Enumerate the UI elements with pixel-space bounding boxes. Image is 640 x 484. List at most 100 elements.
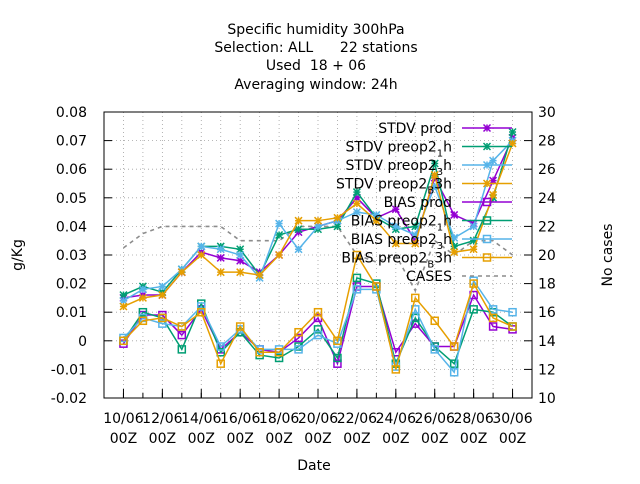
series-line [122,285,513,367]
data-point [488,322,498,331]
data-point [333,336,342,346]
legend-label: BIAS preop21h [351,214,452,234]
data-point [177,345,187,354]
legend-marker [482,253,492,262]
data-point [216,268,225,277]
data-point [508,307,517,317]
data-point [411,239,420,248]
data-point [177,268,186,277]
data-point [489,190,498,199]
data-point [450,210,459,219]
data-point [294,245,303,254]
data-point [294,225,303,234]
data-point [372,216,381,225]
data-point [158,319,167,328]
legend-label: STDV prod [378,121,452,137]
x-tick-label-date: 20/06 [298,411,338,427]
x-tick-label-time: 00Z [460,431,487,447]
data-point [197,307,206,317]
legend-marker [482,197,492,207]
data-point [352,208,361,217]
y2-tick-label: 20 [538,248,556,264]
data-point [177,322,187,331]
data-point [449,359,459,368]
y-tick-label: 0.02 [56,277,87,293]
y2-tick-label: 30 [538,105,556,121]
data-point [352,188,361,197]
data-point [197,302,206,311]
x-tick-label-time: 00Z [343,431,370,447]
data-point [469,279,478,288]
x-tick-label-date: 26/06 [415,411,455,427]
x-tick-label-date: 14/06 [181,411,221,427]
data-point [197,242,206,251]
y-tick-label: 0.03 [56,248,87,264]
y-tick-label: 0.04 [56,219,87,235]
grid [104,111,532,399]
x-tick-label-time: 00Z [421,431,448,447]
legend-marker [482,142,492,151]
legend-entry: STDV preop21h [345,140,512,160]
data-point [119,302,128,311]
data-point [255,270,264,280]
legend-label: BIAS preop2B3h [341,251,452,271]
y-tick-label: 0.05 [56,191,87,207]
x-tick-label-date: 28/06 [453,411,493,427]
data-point [138,307,148,317]
legend-entry: STDV preop2B3h [336,177,512,197]
data-point [352,285,362,294]
axes: 10/06 00Z 12/06 00Z 14/06 00Z 16/06 00Z 18/06 00Z… [51,105,556,447]
legend-marker [482,179,492,188]
x-tick-label-date: 30/06 [492,411,532,427]
chart-title: Specific humidity 300hPa Selection: ALL … [214,22,417,93]
data-point [274,353,284,363]
data-point [352,273,362,283]
data-point [236,268,245,277]
title-line-2: Selection: ALL 22 stations [214,40,417,56]
x-tick-label-time: 00Z [265,431,292,447]
data-point [216,347,225,357]
y2-tick-label: 14 [538,334,556,350]
legend-label: BIAS preop23h [351,232,452,252]
data-point [449,342,459,351]
data-point [177,330,187,340]
data-point [313,325,323,334]
data-point [430,170,439,179]
y2-tick-label: 26 [538,162,556,178]
legend-label: STDV preop2B3h [336,177,452,197]
legend-marker [482,234,492,244]
data-point [391,222,400,231]
x-tick-label-date: 18/06 [259,411,299,427]
y-tick-label: -0.02 [51,391,87,407]
y-tick-label: 0.07 [56,134,87,150]
x-tick-label-time: 00Z [188,431,215,447]
data-point [294,333,303,343]
data-point [275,219,284,228]
data-point [489,156,498,165]
y-axis-label: g/Kg [10,239,26,271]
y-tick-label: 0 [78,334,87,350]
data-point [216,342,225,351]
data-point [235,322,245,331]
data-point [488,313,498,323]
data-point [294,345,303,354]
data-point [158,313,167,323]
data-point [469,305,478,314]
data-point [275,230,284,240]
data-point [197,250,206,260]
x-axis-label: Date [297,458,330,474]
x-tick-label-date: 10/06 [103,411,143,427]
data-point [216,253,225,262]
y-tick-label: 0.01 [56,305,87,321]
series-layer [119,127,517,377]
legend-marker [482,123,492,133]
y-tick-label: 0.06 [56,162,87,178]
data-point [391,205,400,214]
data-point [216,359,225,368]
data-point [158,282,167,291]
y2-tick-label: 16 [538,305,556,321]
data-point [313,330,323,340]
x-tick-label-date: 24/06 [376,411,416,427]
